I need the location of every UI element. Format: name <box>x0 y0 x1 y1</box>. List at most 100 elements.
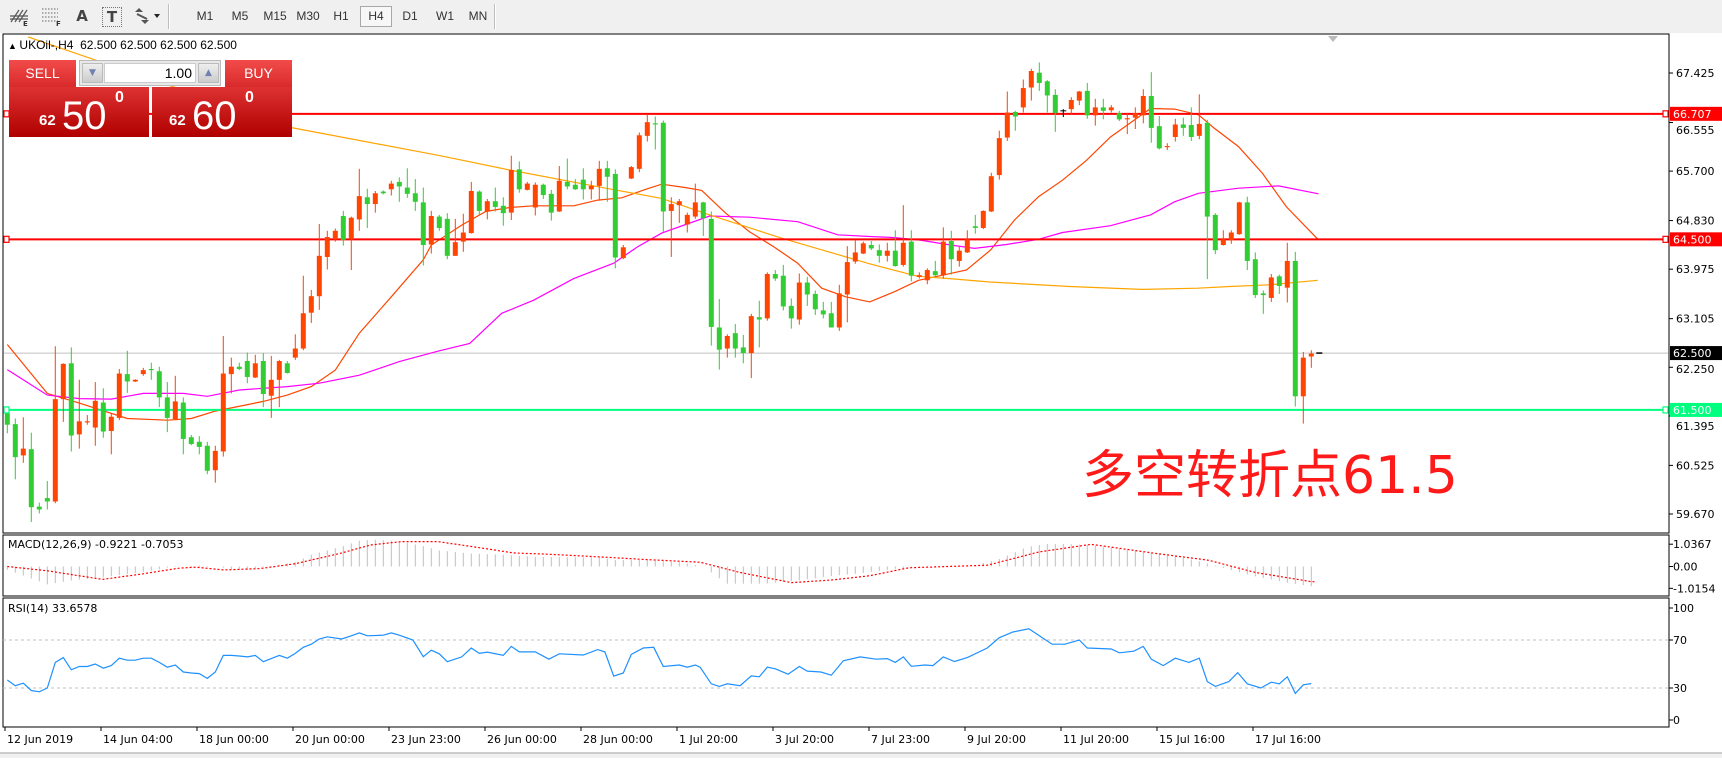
text-icon[interactable]: A <box>76 7 88 25</box>
timeframe-button-h4[interactable]: H4 <box>360 6 392 27</box>
chart-shift-triangle-icon[interactable] <box>1328 36 1338 42</box>
buy-button[interactable]: BUY <box>225 60 292 87</box>
candle <box>652 116 658 150</box>
candle-body <box>20 448 26 456</box>
candle-body <box>372 193 378 205</box>
candle <box>148 362 154 380</box>
candle <box>988 172 994 213</box>
sell-button[interactable]: SELL <box>9 60 76 87</box>
candle-body <box>1220 239 1226 246</box>
price-chart[interactable]: 67.425 66.555 65.700 64.830 63.975 63.105 62.2… <box>0 33 1722 754</box>
time-tick-label: 3 Jul 20:00 <box>775 733 834 746</box>
time-tick-label: 15 Jul 16:00 <box>1159 733 1225 746</box>
candle <box>876 244 882 263</box>
macd-indicator <box>6 539 1316 587</box>
rsi-tick-label: 70 <box>1673 634 1687 647</box>
timeframe-button-mn[interactable]: MN <box>468 9 488 23</box>
arrows-icon[interactable] <box>132 6 162 26</box>
candle-body <box>940 241 946 276</box>
line-handle[interactable] <box>1662 235 1669 243</box>
timeframe-button-m1[interactable]: M1 <box>196 9 214 23</box>
candle <box>212 445 218 483</box>
timeframe-button-m5[interactable]: M5 <box>231 9 249 23</box>
candle-body <box>1276 276 1282 286</box>
candle-body <box>1212 214 1218 251</box>
candle-body <box>956 250 962 261</box>
candle-body <box>1092 107 1098 116</box>
candle-body <box>1204 122 1210 217</box>
buy-price-button[interactable]: 62 60 0 <box>152 87 292 138</box>
candle-body <box>756 317 762 320</box>
candle-body <box>196 441 202 447</box>
fibonacci-grid-icon[interactable]: F <box>40 6 64 26</box>
timeframe-button-m30[interactable]: M30 <box>296 9 320 23</box>
candle <box>164 382 170 433</box>
lot-size-stepper[interactable]: ▼ 1.00 ▲ <box>79 60 221 86</box>
candle <box>420 187 426 266</box>
candle <box>884 242 890 262</box>
candle <box>308 289 314 323</box>
price-level-tag: 64.500 <box>1673 233 1712 246</box>
lot-size-input[interactable]: 1.00 <box>104 63 196 83</box>
candle <box>244 352 250 384</box>
chart-objects-icon[interactable]: E <box>8 6 32 26</box>
candle-body <box>764 274 770 319</box>
timeframe-button-m15[interactable]: M15 <box>263 9 287 23</box>
candle-body <box>1140 96 1146 116</box>
timeframe-button-w1[interactable]: W1 <box>436 9 454 23</box>
line-handle[interactable] <box>1662 110 1669 118</box>
candle <box>476 190 482 215</box>
candle <box>68 347 74 452</box>
timeframe-button-d1[interactable]: D1 <box>402 9 418 23</box>
candle-body <box>364 197 370 205</box>
candle <box>196 436 202 455</box>
line-handle[interactable] <box>1662 406 1669 414</box>
sell-price-button[interactable]: 62 50 0 <box>9 87 149 138</box>
candle <box>452 218 458 256</box>
decrease-lot-button[interactable]: ▼ <box>82 63 103 83</box>
candle <box>1100 98 1106 120</box>
candle-body <box>212 450 218 471</box>
candle-body <box>844 262 850 295</box>
chart-window[interactable]: 67.425 66.555 65.700 64.830 63.975 63.105 62.2… <box>0 33 1722 754</box>
candle <box>1068 97 1074 115</box>
line-handle[interactable] <box>3 235 10 243</box>
candle <box>460 213 466 252</box>
candle <box>36 502 42 514</box>
text-label-icon[interactable]: T <box>102 7 122 27</box>
time-tick-label: 9 Jul 20:00 <box>967 733 1026 746</box>
candle <box>1020 79 1026 113</box>
candle <box>1228 230 1234 244</box>
candle-body <box>780 275 786 307</box>
candle <box>588 180 594 200</box>
candle-body <box>452 242 458 256</box>
candle <box>1260 290 1266 314</box>
candle-body <box>156 371 162 398</box>
candle-body <box>268 379 274 396</box>
chart-annotation-text[interactable]: 多空转折点61.5 <box>1082 446 1458 506</box>
candle <box>644 114 650 142</box>
candle-body <box>140 370 146 375</box>
candle-body <box>1108 107 1114 111</box>
candle-body <box>692 202 698 217</box>
candle-body <box>1028 71 1034 88</box>
candle-body <box>1156 126 1162 149</box>
collapse-triangle-icon[interactable]: ▲ <box>8 41 20 51</box>
candle-body <box>148 368 154 371</box>
candle <box>628 165 634 180</box>
candle-body <box>996 138 1002 176</box>
candle <box>404 168 410 198</box>
chart-symbol: UKOil-,H4 <box>19 38 74 52</box>
increase-lot-button[interactable]: ▲ <box>198 63 219 83</box>
candle-body <box>204 445 210 471</box>
macd-pane-frame <box>2 534 1670 597</box>
candle-body <box>340 216 346 240</box>
candle-body <box>740 347 746 354</box>
candle <box>916 272 922 279</box>
line-handle[interactable] <box>3 406 10 414</box>
candle <box>1108 105 1114 113</box>
timeframe-button-h1[interactable]: H1 <box>333 9 349 23</box>
candle <box>1276 274 1282 294</box>
candle <box>948 230 954 275</box>
candle-body <box>84 421 90 423</box>
